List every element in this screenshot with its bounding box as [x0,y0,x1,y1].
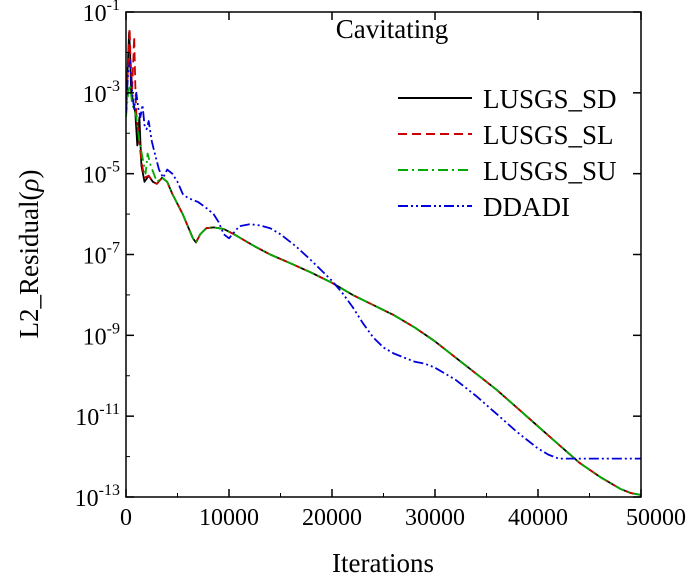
y-tick-base: 10 [75,405,99,431]
x-tick-label: 10000 [199,505,259,531]
y-tick-label: 10-5 [83,159,120,189]
x-axis-title: Iterations [332,548,434,578]
y-tick-exponent: -1 [107,0,120,14]
chart-title: Cavitating [336,14,448,44]
y-tick-label: 10-3 [83,78,120,108]
y-axis-title-suffix: ) [14,170,44,179]
legend-label-lusgs-su: LUSGS_SU [483,156,617,186]
y-tick-exponent: -9 [107,320,120,337]
x-tick-label: 50000 [626,505,686,531]
x-tick-label: 30000 [405,505,465,531]
y-tick-exponent: -13 [99,482,120,499]
y-tick-exponent: -3 [107,78,120,95]
legend-label-lusgs-sl: LUSGS_SL [483,120,614,150]
legend-label-lusgs-sd: LUSGS_SD [483,84,617,114]
y-tick-base: 10 [83,1,107,27]
y-tick-exponent: -11 [99,401,120,418]
y-tick-label: 10-11 [75,401,120,431]
y-tick-base: 10 [83,82,107,108]
legend-label-ddadi: DDADI [483,192,570,222]
y-tick-exponent: -7 [107,240,120,257]
ticks-layer: 0 10000 20000 30000 40000 5000010-110-310-510… [75,0,686,531]
y-tick-label: 10-13 [75,482,120,512]
y-tick-base: 10 [83,244,107,270]
y-tick-label: 10-7 [83,240,120,270]
y-tick-base: 10 [75,486,99,512]
x-tick-label: 40000 [508,505,568,531]
x-tick-label: 0 [120,505,132,531]
y-tick-label: 10-1 [83,0,120,27]
y-axis-title-symbol: ρ [14,178,44,192]
y-tick-base: 10 [83,324,107,350]
series-line-lusgs-su [126,83,641,496]
x-tick-label: 20000 [302,505,362,531]
legend: LUSGS_SD LUSGS_SL LUSGS_SU DDADI [398,84,617,222]
y-axis-title-prefix: L2_Residual( [14,191,44,338]
series-layer [126,27,641,496]
y-axis-title: L2_Residual(ρ) [14,170,44,339]
y-tick-label: 10-9 [83,320,120,350]
y-tick-base: 10 [83,163,107,189]
y-tick-exponent: -5 [107,159,120,176]
